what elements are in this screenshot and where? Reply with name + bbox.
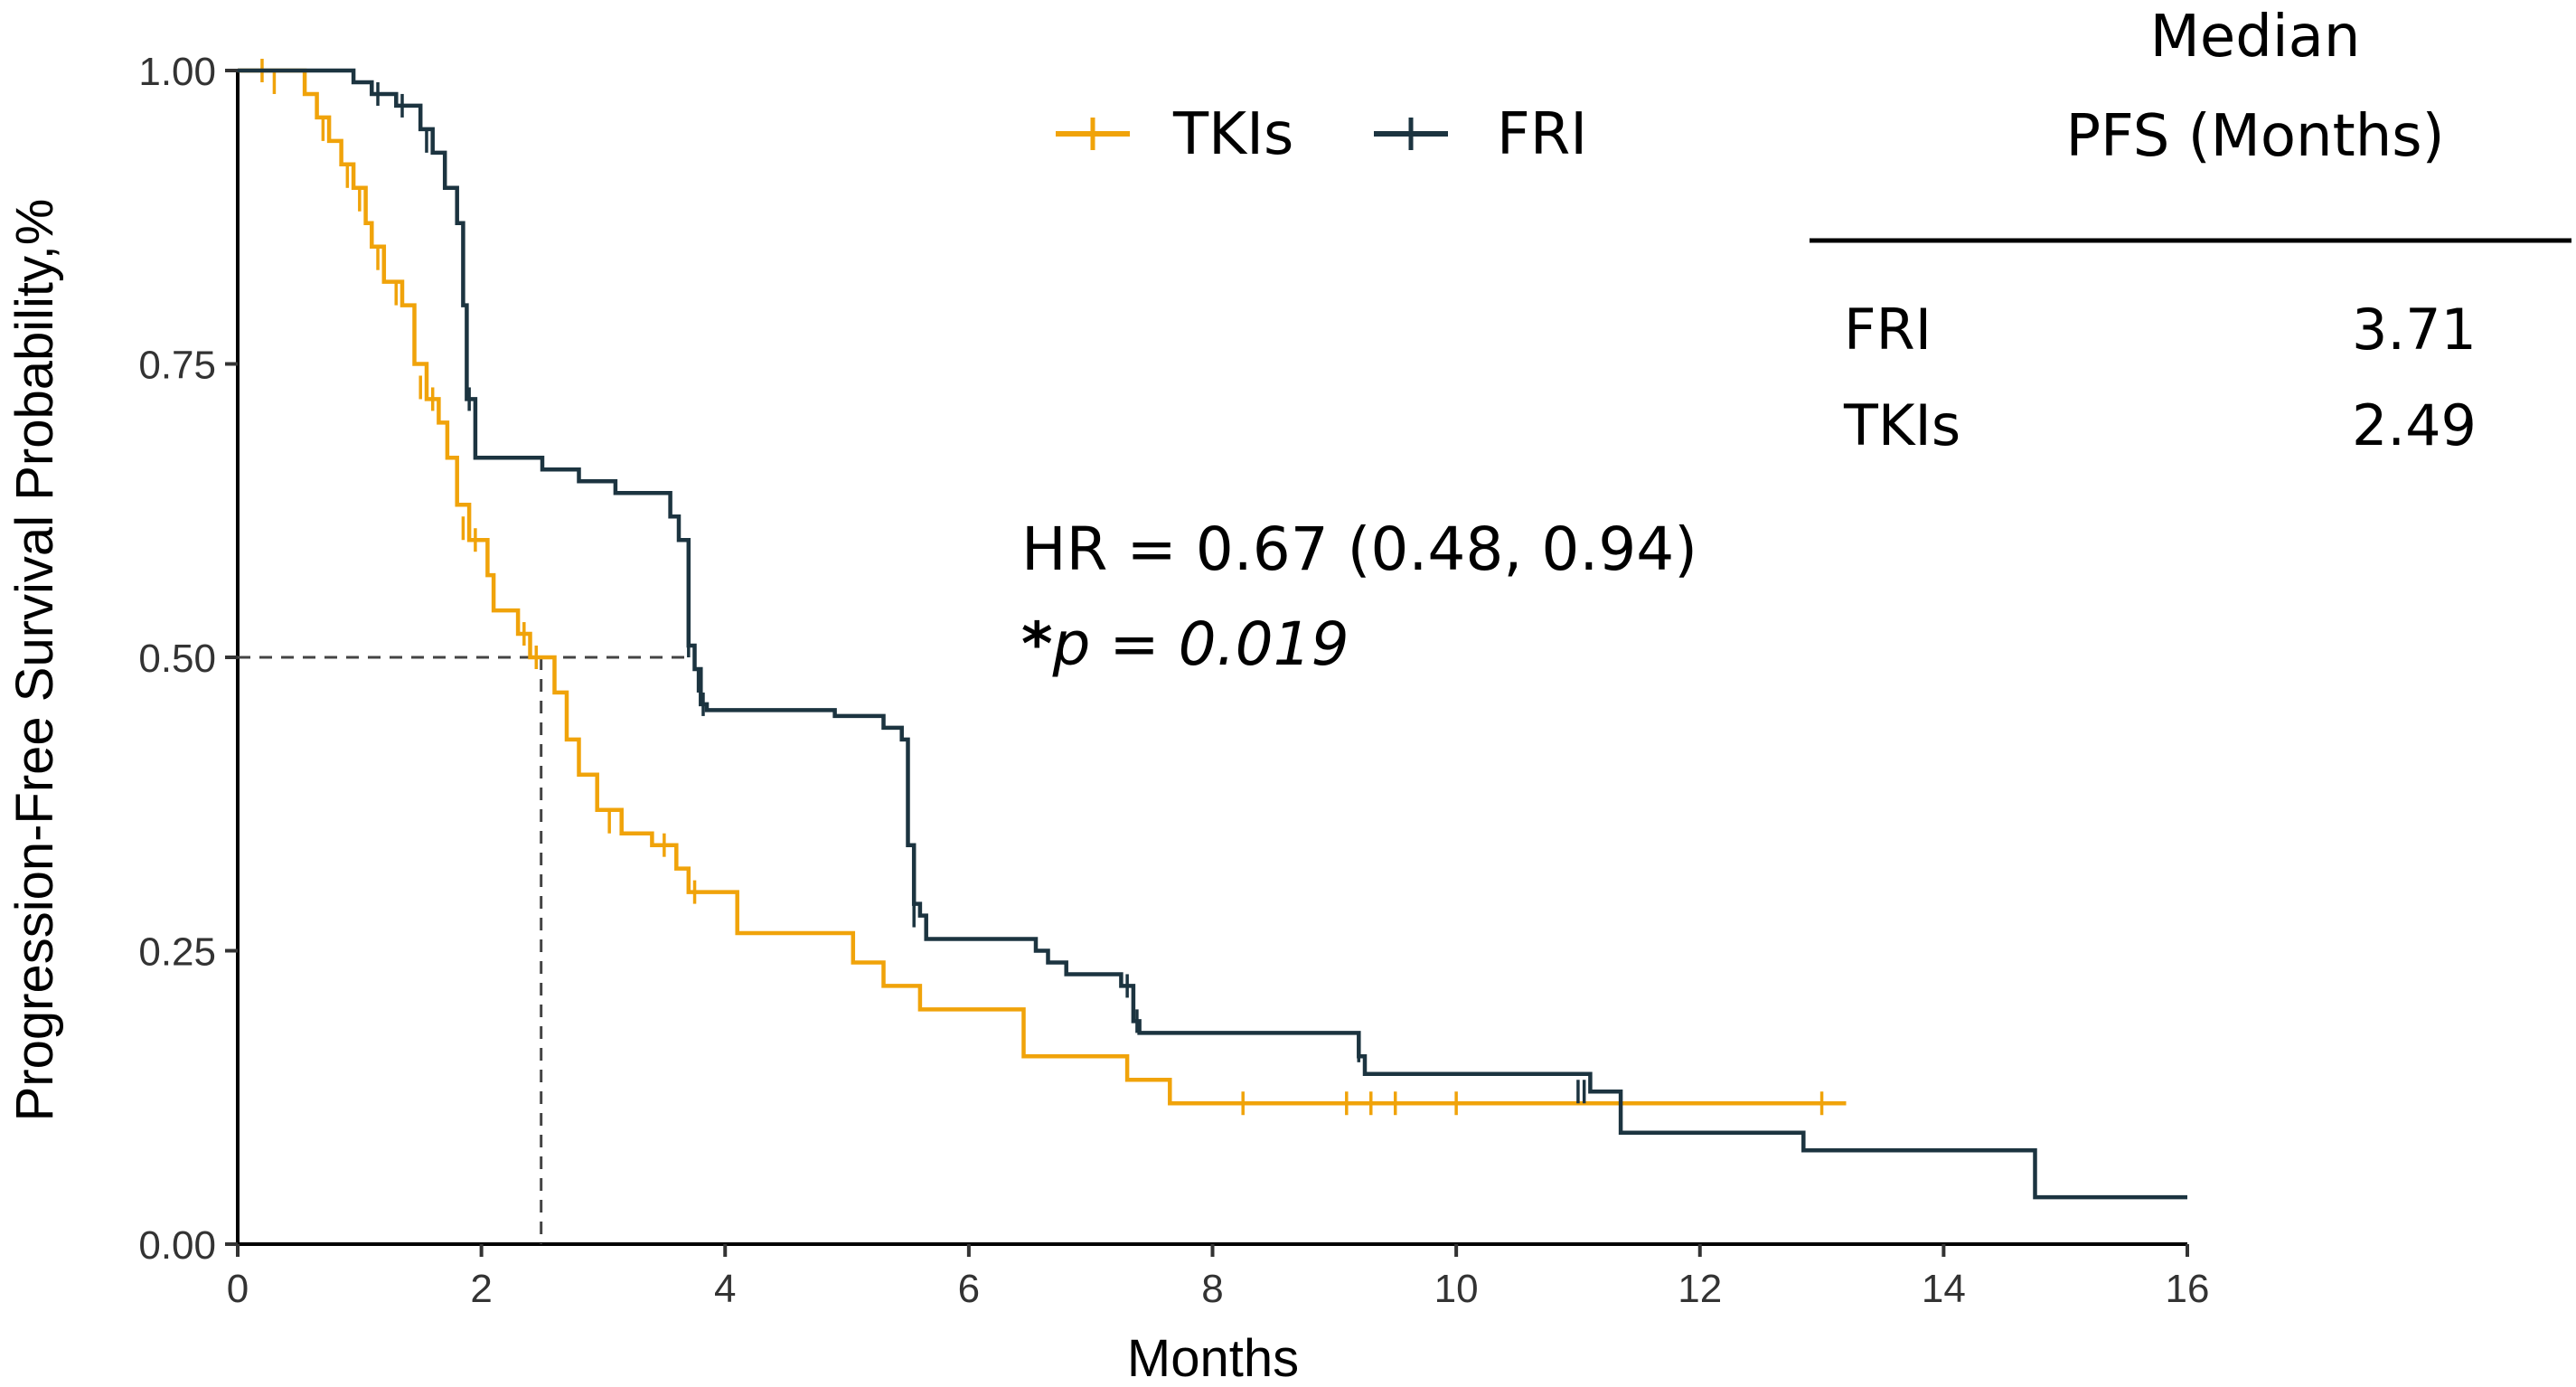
legend-item-tkis: TKIs bbox=[1056, 101, 1293, 168]
y-tick-label: 0.50 bbox=[138, 637, 216, 681]
y-tick-label: 1.00 bbox=[138, 50, 216, 94]
x-axis-title: Months bbox=[1127, 1329, 1299, 1387]
series-line-fri bbox=[238, 68, 2187, 1200]
legend-item-fri: FRI bbox=[1374, 101, 1587, 168]
x-tick-label: 2 bbox=[470, 1267, 492, 1311]
table-row-group: TKIs bbox=[1843, 392, 1960, 458]
p-value: = 0.019 bbox=[1090, 609, 1349, 679]
p-star: * bbox=[1021, 609, 1053, 679]
series-line-tkis bbox=[238, 68, 1847, 1106]
x-tick-label: 4 bbox=[714, 1267, 736, 1311]
p-letter: p bbox=[1052, 609, 1091, 679]
x-tick-label: 16 bbox=[2166, 1267, 2210, 1311]
hazard-ratio-annotation: HR = 0.67 (0.48, 0.94) *p = 0.019 bbox=[1021, 514, 1697, 679]
x-tick-label: 10 bbox=[1434, 1267, 1479, 1311]
table-row-value: 3.71 bbox=[2352, 297, 2477, 363]
y-axis-title: Progression-Free Survival Probability,% bbox=[5, 199, 64, 1122]
y-ticks: 0.00 0.25 0.50 0.75 1.00 bbox=[138, 50, 238, 1268]
legend: TKIs FRI bbox=[1056, 101, 1587, 168]
x-tick-label: 8 bbox=[1201, 1267, 1223, 1311]
x-tick-label: 14 bbox=[1922, 1267, 1966, 1311]
x-ticks: 0 2 4 6 8 10 12 14 16 bbox=[227, 1244, 2210, 1311]
table-row-group: FRI bbox=[1844, 297, 1932, 363]
x-tick-label: 6 bbox=[958, 1267, 980, 1311]
x-tick-label: 0 bbox=[227, 1267, 249, 1311]
p-value-text: *p = 0.019 bbox=[1021, 609, 1349, 679]
series-layer bbox=[238, 59, 2187, 1200]
median-pfs-table: Median PFS (Months) FRI 3.71 TKIs 2.49 bbox=[1810, 4, 2571, 458]
table-row-value: 2.49 bbox=[2352, 392, 2477, 458]
legend-label-tkis: TKIs bbox=[1172, 101, 1293, 168]
table-title-line2: PFS (Months) bbox=[2065, 103, 2444, 170]
legend-label-fri: FRI bbox=[1497, 101, 1587, 168]
table-title-line1: Median bbox=[2150, 4, 2361, 71]
y-tick-label: 0.75 bbox=[138, 344, 216, 388]
y-tick-label: 0.25 bbox=[138, 930, 216, 975]
x-tick-label: 12 bbox=[1678, 1267, 1722, 1311]
y-tick-label: 0.00 bbox=[138, 1223, 216, 1268]
hr-text: HR = 0.67 (0.48, 0.94) bbox=[1021, 514, 1697, 584]
median-reference-lines bbox=[238, 656, 691, 1244]
